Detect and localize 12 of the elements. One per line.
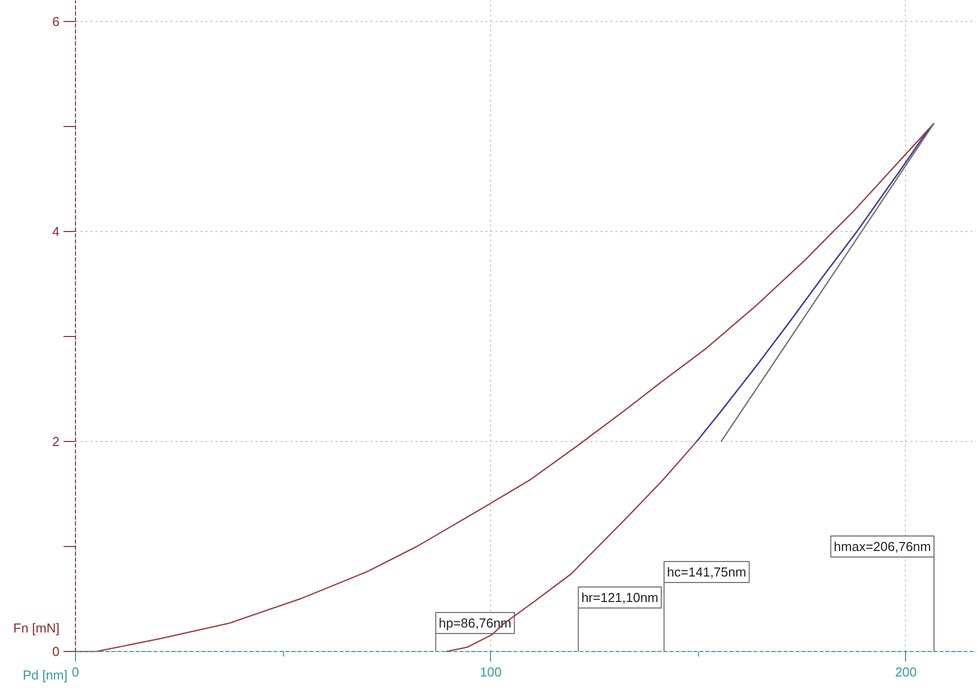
x-tick-label: 0	[72, 664, 80, 680]
y-tick-label: 0	[52, 644, 60, 659]
ref-line-label: hc=141,75nm	[667, 564, 746, 580]
x-tick-label: 100	[480, 664, 502, 680]
y-tick-label: 6	[52, 14, 60, 29]
ref-line-label: hr=121,10nm	[581, 590, 658, 605]
y-tick-label: 4	[52, 224, 60, 239]
y-axis-title: Fn [mN]	[13, 620, 60, 636]
x-tick-label: 200	[895, 664, 917, 680]
x-axis-title: Pd [nm]	[22, 668, 68, 682]
y-tick-label: 2	[52, 434, 60, 449]
ref-line-label: hmax=206,76nm	[834, 539, 931, 554]
